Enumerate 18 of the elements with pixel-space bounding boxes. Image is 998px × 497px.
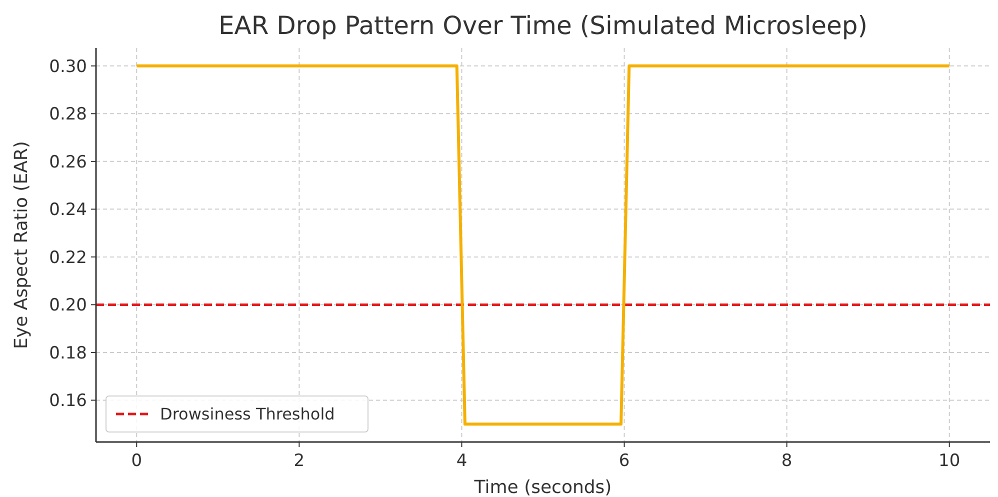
x-tick-label: 6 <box>618 451 630 471</box>
x-tick-label: 4 <box>456 451 468 471</box>
y-tick-label: 0.18 <box>49 343 87 364</box>
y-tick-label: 0.20 <box>49 296 87 316</box>
y-tick-label: 0.28 <box>49 104 87 125</box>
x-tick-label: 10 <box>938 451 960 471</box>
y-tick-label: 0.26 <box>49 152 87 172</box>
y-tick-label: 0.16 <box>49 391 87 412</box>
chart-title: EAR Drop Pattern Over Time (Simulated Microsleep) <box>218 11 868 40</box>
y-tick-label: 0.22 <box>49 248 87 268</box>
x-axis-title: Time (seconds) <box>473 477 612 497</box>
x-tick-label: 2 <box>294 451 305 471</box>
legend-label: Drowsiness Threshold <box>160 404 335 424</box>
x-tick-label: 0 <box>131 451 142 471</box>
y-axis-title: Eye Aspect Ratio (EAR) <box>11 141 32 349</box>
x-tick-label: 8 <box>781 451 792 471</box>
y-tick-label: 0.30 <box>49 56 87 77</box>
y-tick-label: 0.24 <box>49 200 87 220</box>
